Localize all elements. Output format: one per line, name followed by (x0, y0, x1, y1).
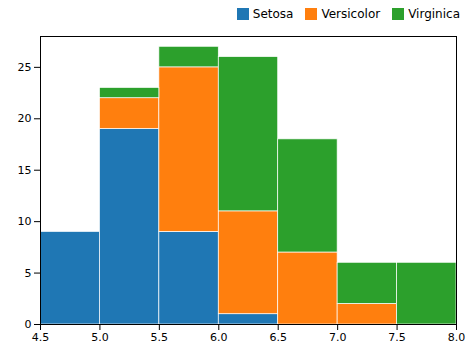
svg-text:20: 20 (18, 112, 32, 125)
svg-text:6.0: 6.0 (210, 331, 228, 344)
svg-text:0: 0 (25, 318, 32, 331)
svg-text:8.0: 8.0 (448, 331, 466, 344)
html-text:Virginica: Virginica (408, 7, 460, 21)
svg-text:6.5: 6.5 (269, 331, 287, 344)
svg-text:4.5: 4.5 (32, 331, 50, 344)
html-text:Setosa: Setosa (252, 7, 294, 21)
svg-text:7.0: 7.0 (329, 331, 347, 344)
svg-text:7.5: 7.5 (388, 331, 406, 344)
svg-text:5.5: 5.5 (151, 331, 169, 344)
svg-text:5.0: 5.0 (91, 331, 109, 344)
svg-text:10: 10 (18, 215, 32, 228)
svg-text:15: 15 (18, 164, 32, 177)
svg-text:5: 5 (25, 267, 32, 280)
html-text:Versicolor: Versicolor (321, 7, 381, 21)
svg-text:25: 25 (18, 61, 32, 74)
